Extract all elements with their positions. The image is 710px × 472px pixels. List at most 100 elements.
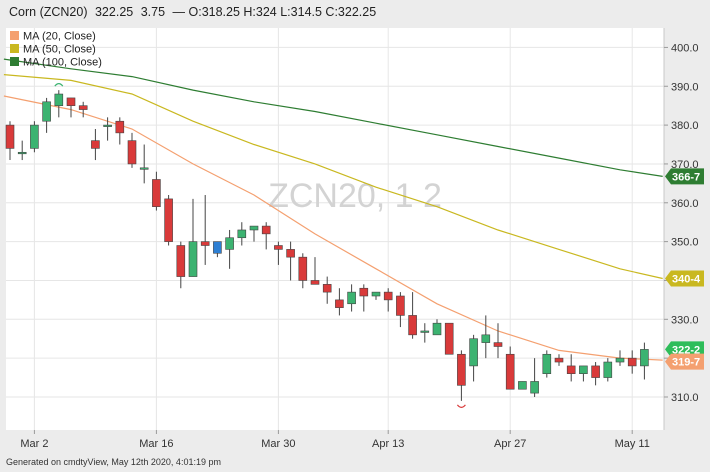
last-price: 322.25: [95, 5, 133, 19]
price-tag-ma100: 366-7: [665, 168, 704, 185]
candle-body: [261, 225, 271, 235]
candle-body: [457, 353, 466, 386]
price-tag-ma50: 340-4: [665, 270, 704, 287]
candle-body: [615, 357, 625, 363]
legend-label-ma100: MA (100, Close): [23, 57, 102, 69]
candle-body: [188, 241, 198, 277]
y-tick-label: 400.0: [671, 42, 699, 54]
legend-swatch-ma20: [10, 31, 19, 40]
price-tag-ma50-shape: [665, 270, 704, 287]
y-tick-label: 380.0: [671, 120, 699, 132]
price-tag-ma50-label: 340-4: [672, 274, 701, 286]
y-tick-label: 310.0: [671, 392, 699, 404]
candle-body: [213, 241, 222, 254]
x-tick-label: Apr 13: [372, 438, 404, 450]
plot-area: [6, 28, 664, 430]
y-tick-label: 390.0: [671, 81, 699, 93]
candle-body: [298, 256, 308, 281]
candle-body: [359, 287, 369, 297]
candle-body: [579, 365, 588, 374]
candle-body: [640, 349, 649, 367]
x-tick-label: Mar 30: [261, 438, 295, 450]
watermark: ZCN20, 1 2: [268, 177, 442, 215]
y-tick-label: 330.0: [671, 314, 699, 326]
y-tick-label: 350.0: [671, 237, 699, 249]
candle-body: [249, 225, 259, 231]
price-tag-ma20-shape: [665, 353, 704, 370]
candle-body: [54, 93, 64, 106]
candle-body: [66, 97, 76, 106]
price-tag-ma100-shape: [665, 168, 704, 185]
candle-body: [5, 124, 15, 149]
candle-body: [603, 361, 613, 378]
candle-body: [591, 365, 600, 378]
candle-body: [17, 151, 27, 155]
price-tag-last-shape: [665, 341, 704, 358]
ma-line-1: [3, 74, 663, 280]
marker-layer: [54, 83, 466, 408]
candle-body: [164, 198, 173, 242]
candle-body: [530, 381, 539, 394]
candle-body: [42, 101, 51, 122]
candle-body: [554, 357, 564, 363]
candle-body: [566, 365, 576, 374]
candle-body: [152, 179, 161, 207]
candle-body: [469, 338, 478, 367]
candle-body: [371, 291, 381, 297]
chart-header: Corn (ZCN20) 322.25 3.75 — O:318.25 H:32…: [9, 5, 376, 19]
legend-swatch-ma50: [10, 44, 19, 53]
legend-swatch-ma100: [10, 57, 19, 66]
legend-label-ma50: MA (50, Close): [23, 44, 96, 56]
ma-line-2: [3, 58, 663, 177]
candle-body: [396, 295, 405, 316]
candle-body: [200, 241, 210, 246]
candle-body: [420, 330, 430, 333]
legend-label-ma20: MA (20, Close): [23, 31, 96, 43]
candle-body: [505, 353, 515, 390]
candle-body: [432, 322, 442, 336]
x-tick-label: May 11: [615, 438, 650, 450]
x-tick-label: Mar 2: [20, 438, 48, 450]
candle-body: [335, 299, 344, 308]
high-marker: [54, 83, 64, 87]
candle-body: [91, 140, 100, 149]
x-axis-ticks: Mar 2 Mar 16 Mar 30 Apr 13 Apr 27 May 11: [20, 430, 650, 450]
candle-body: [310, 280, 320, 285]
candle-body: [139, 167, 149, 170]
price-change: 3.75: [141, 5, 165, 19]
candle-body: [347, 291, 356, 305]
y-tick-label: 370.0: [671, 159, 699, 171]
price-tag-ma20: 319-7: [665, 353, 704, 370]
candle-body: [383, 291, 393, 301]
y-tick-label: 360.0: [671, 198, 699, 210]
candle-body: [408, 315, 417, 336]
price-tag-last: 322-2: [665, 341, 704, 358]
x-tick-label: Apr 27: [494, 438, 526, 450]
candle-body: [103, 124, 112, 127]
candle-body: [30, 124, 39, 149]
ohlc-readout: — O:318.25 H:324 L:314.5 C:322.25: [173, 5, 377, 19]
candle-body: [627, 357, 637, 367]
candle-body: [481, 334, 491, 343]
symbol-label: Corn (ZCN20): [9, 5, 88, 19]
candle-body: [176, 245, 186, 277]
candle-body: [115, 120, 125, 134]
price-tag-last-label: 322-2: [672, 344, 700, 356]
x-tick-label: Mar 16: [139, 438, 173, 450]
candle-body: [493, 342, 503, 347]
low-marker: [456, 404, 466, 408]
price-tag-ma100-label: 366-7: [672, 171, 700, 183]
legend: MA (20, Close) MA (50, Close) MA (100, C…: [10, 31, 102, 69]
candle-body: [518, 381, 527, 390]
candle-body: [444, 322, 454, 355]
candle-body: [237, 229, 247, 239]
candle-layer: [5, 90, 649, 401]
candle-body: [225, 237, 234, 250]
generated-footer: Generated on cmdtyView, May 12th 2020, 4…: [6, 457, 221, 467]
price-tag-ma20-label: 319-7: [672, 357, 700, 369]
candle-body: [274, 245, 283, 250]
candle-body: [127, 140, 137, 165]
